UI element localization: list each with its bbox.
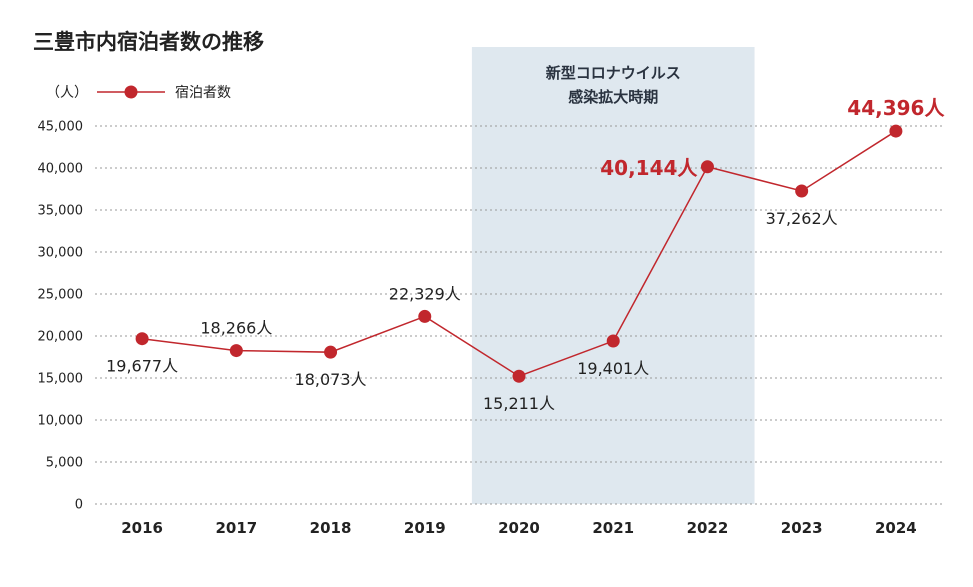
covid-period-label: 感染拡大時期 (568, 88, 658, 106)
y-tick-label: 0 (75, 498, 83, 513)
data-point (418, 309, 432, 323)
x-tick-label: 2021 (592, 519, 634, 537)
x-tick-label: 2022 (687, 519, 729, 537)
data-point (795, 184, 809, 198)
data-point (229, 344, 243, 358)
data-point (700, 160, 714, 174)
data-point (606, 334, 620, 348)
data-point (135, 332, 149, 346)
y-axis: 0 5,000 10,000 15,000 20,000 25,000 30,000 35,0… (38, 120, 84, 513)
y-unit-label: （人） (46, 85, 88, 101)
data-label: 44,396人 (847, 96, 945, 120)
legend: 宿泊者数 (97, 84, 231, 101)
covid-period-label: 新型コロナウイルス (546, 64, 681, 82)
y-tick-label: 20,000 (38, 330, 84, 345)
data-label-layer: 19,677人 18,266人 18,073人 22,329人 15,211人 19,40… (106, 96, 945, 413)
data-label: 18,266人 (200, 319, 272, 338)
data-label: 19,677人 (106, 357, 178, 376)
data-point (324, 345, 338, 359)
y-tick-label: 40,000 (38, 162, 84, 177)
x-tick-label: 2020 (498, 519, 540, 537)
data-label: 19,401人 (577, 359, 649, 378)
y-tick-label: 45,000 (38, 120, 84, 135)
y-tick-label: 35,000 (38, 204, 84, 219)
x-tick-label: 2024 (875, 519, 917, 537)
covid-period-band (471, 47, 755, 504)
y-tick-label: 25,000 (38, 288, 84, 303)
legend-marker (124, 85, 138, 99)
x-tick-label: 2018 (310, 519, 352, 537)
x-tick-label: 2017 (215, 519, 257, 537)
data-point (889, 124, 903, 138)
legend-label: 宿泊者数 (175, 84, 231, 101)
grid-layer (95, 125, 943, 505)
data-point (512, 369, 526, 383)
y-tick-label: 10,000 (38, 414, 84, 429)
chart-title: 三豊市内宿泊者数の推移 (33, 30, 264, 54)
x-tick-label: 2023 (781, 519, 823, 537)
y-tick-label: 15,000 (38, 372, 84, 387)
data-label: 15,211人 (483, 394, 555, 413)
data-label: 22,329人 (389, 284, 461, 303)
data-label: 37,262人 (766, 209, 838, 228)
series-point-layer (135, 124, 903, 383)
x-tick-label: 2019 (404, 519, 446, 537)
x-axis: 2016 2017 2018 2019 2020 2021 2022 2023 2024 (121, 519, 917, 537)
y-tick-label: 30,000 (38, 246, 84, 261)
data-label: 18,073人 (295, 370, 367, 389)
y-tick-label: 5,000 (46, 456, 83, 471)
x-tick-label: 2016 (121, 519, 163, 537)
data-label: 40,144人 (600, 156, 698, 180)
